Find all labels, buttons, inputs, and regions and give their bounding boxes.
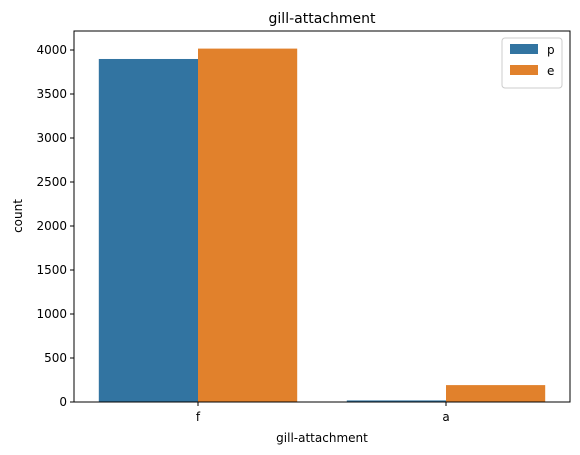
bars (98, 48, 546, 403)
bar-p-f (98, 58, 198, 402)
y-tick-label: 2500 (36, 175, 67, 189)
x-axis-label: gill-attachment (276, 431, 368, 445)
x-tick-label: a (442, 410, 449, 424)
y-tick-label: 500 (44, 351, 67, 365)
legend-label-e: e (547, 64, 554, 78)
legend-swatch-p (510, 44, 538, 54)
y-tick-label: 1500 (36, 263, 67, 277)
bar-e-f (198, 48, 298, 403)
legend-label-p: p (547, 43, 555, 57)
legend: pe (501, 37, 563, 89)
x-tick-label: f (196, 410, 201, 424)
y-tick-label: 2000 (36, 219, 67, 233)
y-axis-label: count (11, 199, 25, 233)
legend-swatch-e (510, 65, 538, 75)
y-tick-label: 0 (59, 395, 67, 409)
y-tick-label: 3000 (36, 131, 67, 145)
y-tick-label: 3500 (36, 87, 67, 101)
bar-p-a (346, 400, 446, 402)
plot-frame (73, 30, 571, 403)
y-tick-label: 1000 (36, 307, 67, 321)
y-tick-label: 4000 (36, 43, 67, 57)
chart-title: gill-attachment (269, 11, 376, 27)
bar-e-a (446, 385, 546, 402)
y-axis: 0 500 1000 1500 2000 2500 3000 3500 4000 (36, 43, 74, 409)
